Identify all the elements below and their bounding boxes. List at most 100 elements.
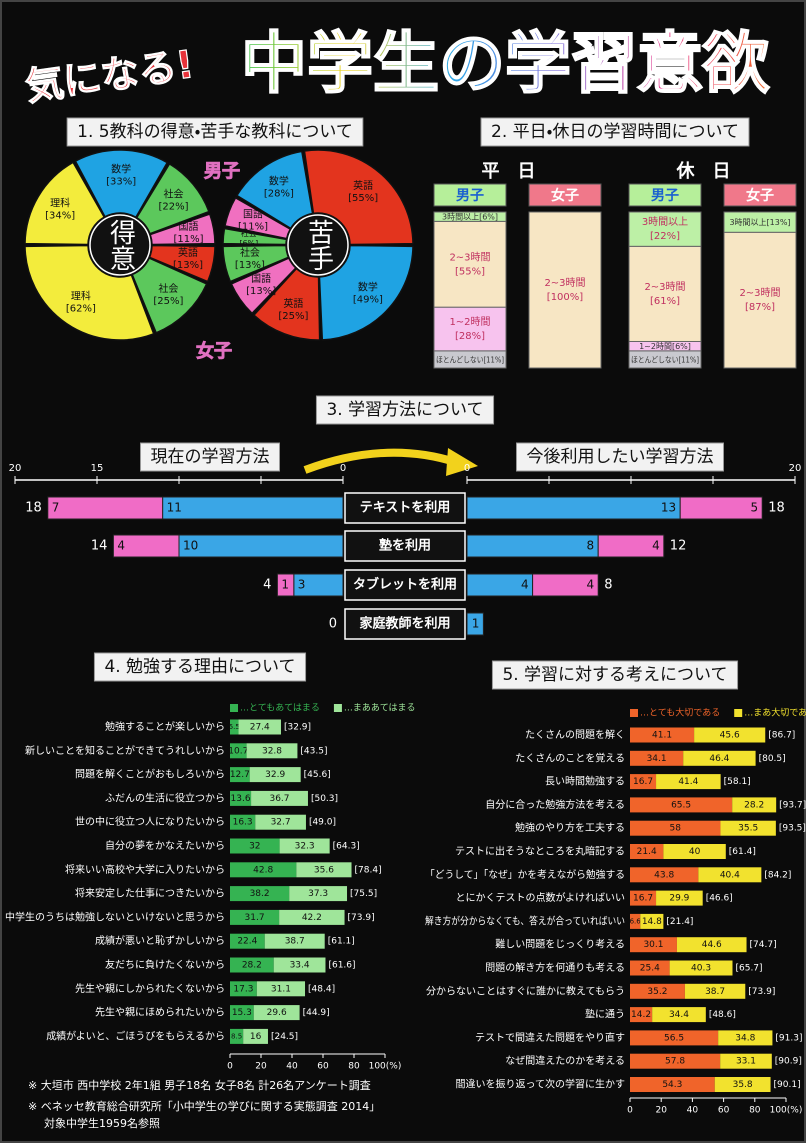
legend-swatch: [230, 704, 238, 712]
bar-segment: [723, 231, 797, 369]
segment-label: 3時間以上[13%]: [729, 218, 790, 227]
slice-label: 社会: [241, 228, 257, 238]
pie-slice: [24, 244, 155, 341]
series-label: 女子: [196, 340, 232, 362]
total-label: [65.7]: [735, 964, 762, 974]
bar-segment: [630, 1007, 653, 1023]
slice-value: [49%]: [353, 294, 383, 305]
bar-segment: [718, 1030, 773, 1046]
label-box: [140, 442, 280, 472]
bar-label: 35.8: [733, 1080, 753, 1090]
bar-segment: [630, 937, 677, 953]
slice-label: 国語: [178, 221, 198, 233]
y-tick-label: 難しい問題をじっくり考える: [495, 938, 625, 951]
bar-label: 21.4: [637, 847, 657, 857]
bar-segment: [296, 862, 352, 878]
segment-name: ほとんどしない: [631, 355, 679, 364]
section-heading: 4. 勉強する理由について: [104, 657, 295, 677]
bar-label: 32: [249, 842, 260, 852]
y-tick-label: 勉強のやり方を工夫する: [515, 821, 625, 834]
bar-segment: [656, 774, 721, 790]
segment-value: [87%]: [745, 302, 775, 313]
bar-label: 40: [689, 847, 701, 857]
bar-segment: [230, 1005, 254, 1021]
bar-label: 28.2: [242, 961, 262, 971]
y-tick-label: たくさんのことを覚える: [515, 751, 625, 764]
slice-label: 数学: [269, 175, 289, 188]
segment-name: 2~3時間: [544, 277, 585, 289]
bar-label: 41.1: [652, 731, 672, 741]
y-tick-label: 新しいことを知ることができてうれしいから: [25, 744, 225, 757]
bar: [276, 573, 295, 597]
bar-segment: [289, 886, 348, 902]
total-label: [45.6]: [304, 770, 331, 780]
x-tick-label: 100(%): [369, 1062, 402, 1072]
center-hole: [287, 214, 349, 276]
total-label: [43.5]: [300, 746, 327, 756]
bar-label: 31.1: [271, 984, 291, 994]
bar-segment: [652, 1007, 706, 1023]
slice-label: 英語: [353, 179, 373, 192]
segment-value: [13%]: [767, 218, 791, 227]
total-label: [93.7]: [779, 800, 806, 810]
bar-label: 4: [117, 539, 125, 553]
x-tick-label: 80: [749, 1106, 761, 1116]
bar-segment: [230, 886, 290, 902]
legend-label: …まああてはまる: [344, 703, 416, 714]
bar-label: 5.5: [229, 723, 240, 731]
bar-label: 38.7: [705, 987, 725, 997]
panel-label: 今後利用したい学習方法: [527, 447, 714, 467]
legend-label: …とても大切である: [640, 707, 720, 719]
bar-label: 29.6: [267, 1008, 287, 1018]
bar-label: 33.4: [290, 961, 310, 971]
label-box: [516, 442, 724, 472]
section-headings: 1. 5教科の得意・苦手な教科について 2. 平日・休日の学習時間について 3. 学…: [66, 117, 750, 690]
x-tick-label: 0: [227, 1062, 233, 1072]
bar-segment: [630, 983, 685, 999]
slice-value: [13%]: [246, 286, 276, 297]
total-label: [84.2]: [764, 870, 791, 880]
x-tick-label: 40: [286, 1062, 298, 1072]
y-tick-label: テストに出そうなところを丸暗記する: [455, 845, 625, 858]
bar-label: 56.5: [664, 1033, 684, 1043]
bar-segment: [230, 767, 250, 783]
y-tick-label: 自分の夢をかなえたいから: [105, 839, 225, 852]
bar-segment: [230, 909, 280, 925]
y-tick-label: 長い時間勉強する: [545, 775, 625, 788]
bar-segment: [238, 719, 281, 735]
slice-value: [28%]: [264, 189, 294, 200]
pie-slice: [303, 149, 414, 246]
bar-label: 28.2: [744, 800, 764, 810]
y-tick-label: 間違いを振り返って次の学習に生かす: [456, 1078, 626, 1091]
y-tick-label: 先生や親にしかられたくないから: [75, 982, 225, 995]
x-tick-label: 60: [317, 1062, 329, 1072]
bar-segment: [230, 862, 297, 878]
pie-slice: [230, 257, 297, 315]
bar-segment: [251, 790, 308, 806]
pie-slice: [222, 244, 290, 283]
bar-segment: [253, 1005, 300, 1021]
segment-name: 1~2時間: [449, 316, 490, 328]
bar-label: 15.3: [232, 1008, 252, 1018]
y-tick-label: 成績がよいと、ごほうびをもらえるから: [46, 1029, 225, 1042]
total-label: [86.7]: [768, 731, 795, 741]
slice-value: [6%]: [239, 239, 258, 248]
x-tick-label: 20: [655, 1106, 667, 1116]
y-tick-label: 問題の解き方を何通りも考える: [485, 961, 625, 974]
slice-label: 数学: [111, 163, 131, 176]
note: ※ ベネッセ教育総合研究所「小中学生の学びに関する実態調査 2014」: [28, 1099, 380, 1113]
bar-segment: [669, 960, 733, 976]
total-label: 18: [768, 501, 785, 516]
segment-value: [6%]: [479, 212, 498, 221]
bar-segment: [230, 814, 256, 830]
bar-label: 5: [751, 501, 759, 515]
total-label: 0: [329, 617, 337, 632]
bar-label: 8: [587, 539, 595, 553]
total-label: 8: [604, 578, 612, 593]
segment-name: 1~2時間: [639, 342, 672, 351]
label-box: [66, 117, 364, 147]
legend-swatch: [734, 709, 743, 717]
column-header: [723, 183, 797, 207]
bar-label: 38.7: [285, 937, 305, 947]
series-label: 男子: [204, 161, 240, 182]
